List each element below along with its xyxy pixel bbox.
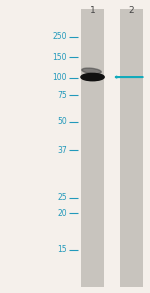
Text: 25: 25 — [57, 193, 67, 202]
Text: 37: 37 — [57, 146, 67, 154]
Text: 150: 150 — [52, 53, 67, 62]
Text: 75: 75 — [57, 91, 67, 100]
Text: 100: 100 — [52, 73, 67, 82]
Text: 250: 250 — [52, 32, 67, 41]
Ellipse shape — [81, 74, 104, 81]
Text: 1: 1 — [90, 6, 95, 15]
Text: 15: 15 — [57, 245, 67, 254]
Text: 50: 50 — [57, 117, 67, 126]
Bar — [81, 9, 104, 287]
Text: 20: 20 — [57, 209, 67, 218]
Ellipse shape — [82, 68, 101, 74]
Text: 2: 2 — [128, 6, 134, 15]
Bar — [120, 9, 143, 287]
